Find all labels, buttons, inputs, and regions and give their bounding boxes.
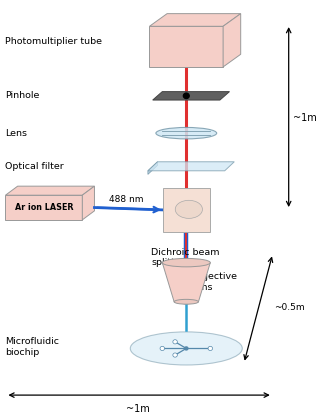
Text: ~1m: ~1m	[126, 403, 150, 413]
Circle shape	[185, 347, 188, 350]
Circle shape	[208, 347, 212, 351]
Ellipse shape	[175, 200, 203, 218]
Text: Photomultiplier tube: Photomultiplier tube	[5, 37, 102, 46]
Text: Dichroic beam
splitter: Dichroic beam splitter	[151, 248, 220, 267]
Text: Optical filter: Optical filter	[5, 162, 64, 171]
Text: Microfluidic
biochip: Microfluidic biochip	[5, 337, 60, 356]
Ellipse shape	[130, 332, 242, 365]
Polygon shape	[149, 14, 241, 26]
Ellipse shape	[162, 259, 210, 267]
Text: Ar ion LASER: Ar ion LASER	[15, 203, 73, 212]
Polygon shape	[153, 92, 229, 100]
Polygon shape	[149, 26, 223, 67]
Circle shape	[173, 353, 177, 357]
Circle shape	[183, 93, 189, 98]
Ellipse shape	[156, 127, 217, 139]
Polygon shape	[148, 162, 157, 174]
Polygon shape	[223, 14, 241, 67]
Circle shape	[160, 347, 164, 351]
Text: Objective
lens: Objective lens	[193, 273, 238, 292]
Polygon shape	[162, 263, 210, 302]
Circle shape	[173, 340, 177, 344]
Polygon shape	[82, 186, 94, 220]
Polygon shape	[5, 186, 94, 195]
Text: 488 nm: 488 nm	[109, 195, 143, 204]
Text: Lens: Lens	[5, 129, 28, 138]
Text: Pinhole: Pinhole	[5, 91, 40, 100]
Text: ~0.5m: ~0.5m	[274, 303, 305, 312]
Ellipse shape	[174, 299, 198, 304]
Polygon shape	[148, 162, 234, 171]
Text: ~1m: ~1m	[293, 113, 317, 123]
Polygon shape	[163, 188, 210, 232]
Polygon shape	[5, 195, 82, 220]
